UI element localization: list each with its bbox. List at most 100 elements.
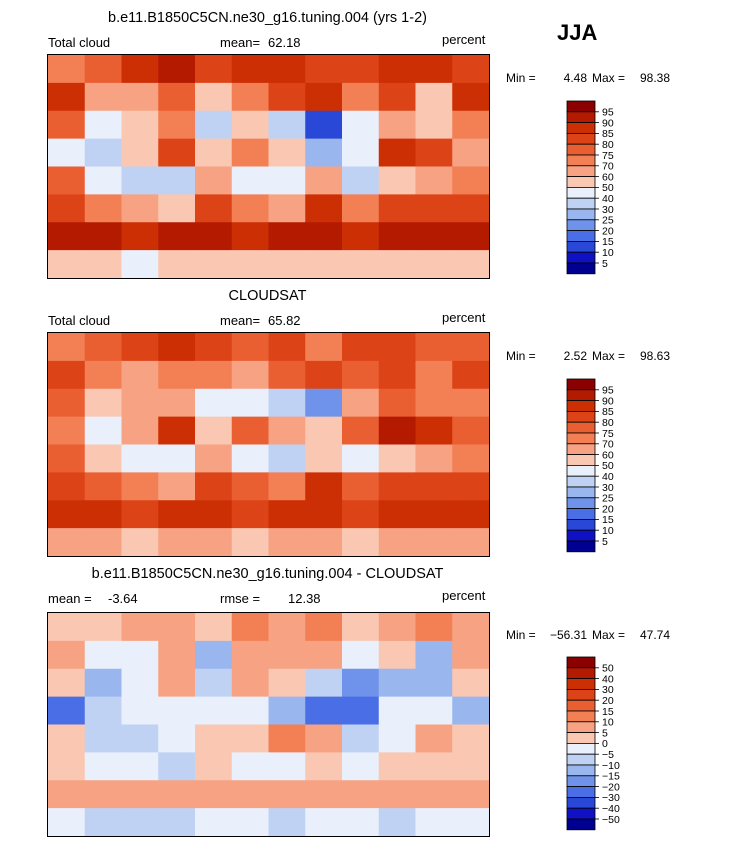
panel-2-variable: Total cloud (48, 313, 111, 328)
map-1-cell-7-2 (121, 250, 159, 278)
colorbar-2-label-14: 10 (602, 525, 614, 537)
map-2-cell-1-2 (121, 360, 159, 390)
map-2-cell-6-5 (231, 500, 270, 529)
panel-3-min-label: Min = (506, 628, 536, 642)
colorbar-3-label-1: 50 (602, 663, 614, 675)
map-2-cell-0-11 (452, 333, 489, 362)
map-1-cell-7-11 (452, 250, 489, 278)
colorbar-2-label-4: 80 (602, 417, 614, 429)
colorbar-3-box-6 (566, 710, 596, 723)
map-2-cell-4-0 (48, 444, 86, 473)
panel-2-colorbar: 95 90 85 80 75 70 60 50 40 30 25 20 15 10 5 (566, 378, 637, 553)
colorbar-2-box-10 (566, 475, 596, 488)
map-2-cell-3-4 (195, 416, 233, 446)
colorbar-2-box-1 (566, 378, 596, 391)
map-3-cell-7-8 (342, 808, 380, 836)
map-1-cell-2-9 (378, 110, 417, 140)
map-3-cell-5-8 (342, 752, 380, 781)
colorbar-1-label-12: 20 (602, 225, 614, 237)
colorbar-3-label-7: 5 (602, 727, 608, 739)
panel-1-min-value: 4.48 (563, 71, 587, 85)
panel-1-colorbar: 95 90 85 80 75 70 60 50 40 30 25 20 15 10 5 (566, 100, 637, 275)
map-2-cell-1-6 (268, 360, 306, 390)
map-3-cell-5-11 (452, 752, 489, 781)
map-2-cell-4-10 (415, 444, 453, 473)
map-2-cell-2-1 (84, 388, 123, 418)
map-1-cell-4-7 (305, 166, 343, 195)
map-3-cell-6-7 (305, 780, 343, 809)
map-1-cell-1-11 (452, 82, 489, 112)
colorbar-1-box-2 (566, 111, 596, 124)
map-2-cell-4-1 (84, 444, 123, 473)
map-1-cell-7-5 (231, 250, 270, 278)
map-1-cell-3-11 (452, 138, 489, 168)
map-2-cell-4-11 (452, 444, 489, 473)
panel-2-max-label: Max = (592, 349, 626, 363)
map-3-cell-1-11 (452, 640, 489, 670)
map-1-cell-5-0 (48, 194, 86, 223)
map-3-cell-2-2 (121, 668, 159, 698)
map-3-cell-6-4 (195, 780, 233, 809)
map-2-cell-1-4 (195, 360, 233, 390)
colorbar-1-label-15: 5 (602, 258, 608, 270)
map-3-cell-2-0 (48, 668, 86, 698)
map-1-cell-3-8 (342, 138, 380, 168)
map-3-cell-4-2 (121, 724, 159, 753)
map-2-cell-5-2 (121, 472, 159, 501)
map-1-cell-3-10 (415, 138, 453, 168)
colorbar-3-box-13 (566, 786, 596, 798)
map-2-cell-5-5 (231, 472, 270, 501)
colorbar-2-label-6: 70 (602, 439, 614, 451)
map-2-cell-0-3 (158, 333, 196, 362)
map-3-cell-3-8 (342, 696, 380, 726)
map-2-cell-6-3 (158, 500, 196, 529)
map-3-cell-6-5 (231, 780, 270, 809)
map-3-cell-1-7 (305, 640, 343, 670)
map-1-cell-6-5 (231, 222, 270, 251)
map-1-cell-4-3 (158, 166, 196, 195)
map-2-cell-5-3 (158, 472, 196, 501)
map-1-cell-6-3 (158, 222, 196, 251)
map-1-cell-0-3 (158, 55, 196, 84)
map-3-cell-7-10 (415, 808, 453, 836)
colorbar-2-label-15: 5 (602, 536, 608, 548)
map-1-cell-6-8 (342, 222, 380, 251)
map-2-cell-3-1 (84, 416, 123, 446)
map-1-cell-7-10 (415, 250, 453, 278)
map-1-cell-6-11 (452, 222, 489, 251)
map-3-cell-1-2 (121, 640, 159, 670)
map-2-cell-0-2 (121, 333, 159, 362)
map-1-cell-2-8 (342, 110, 380, 140)
panel-1-title: b.e11.B1850C5CN.ne30_g16.tuning.004 (yrs… (108, 10, 427, 26)
map-1-cell-4-0 (48, 166, 86, 195)
colorbar-3-label-9: −5 (602, 749, 614, 761)
map-1-cell-5-1 (84, 194, 123, 223)
map-1-cell-7-4 (195, 250, 233, 278)
colorbar-1-box-13 (566, 230, 596, 242)
colorbar-3-label-2: 40 (602, 673, 614, 685)
panel-2-mean-value: 65.82 (268, 313, 301, 328)
map-3-cell-2-10 (415, 668, 453, 698)
map-3-cell-1-8 (342, 640, 380, 670)
map-2-cell-4-5 (231, 444, 270, 473)
map-3-cell-4-4 (195, 724, 233, 753)
map-1-cell-5-10 (415, 194, 453, 223)
map-1-cell-6-1 (84, 222, 123, 251)
panel-1-units: percent (442, 32, 486, 47)
map-2-cell-7-10 (415, 528, 453, 556)
map-3-cell-2-11 (452, 668, 489, 698)
map-3-cell-5-3 (158, 752, 196, 781)
map-3-cell-2-7 (305, 668, 343, 698)
map-3-cell-6-1 (84, 780, 123, 809)
map-2-cell-1-10 (415, 360, 453, 390)
map-2-cell-7-4 (195, 528, 233, 556)
map-3-cell-0-8 (342, 613, 380, 642)
map-3-cell-4-11 (452, 724, 489, 753)
map-3-cell-6-8 (342, 780, 380, 809)
map-2-cell-5-6 (268, 472, 306, 501)
map-2-cell-2-4 (195, 388, 233, 418)
map-1-cell-1-0 (48, 82, 86, 112)
colorbar-2-box-16 (566, 540, 596, 553)
panel-3-rmse-label: rmse = (220, 591, 261, 606)
map-3-cell-4-10 (415, 724, 453, 753)
